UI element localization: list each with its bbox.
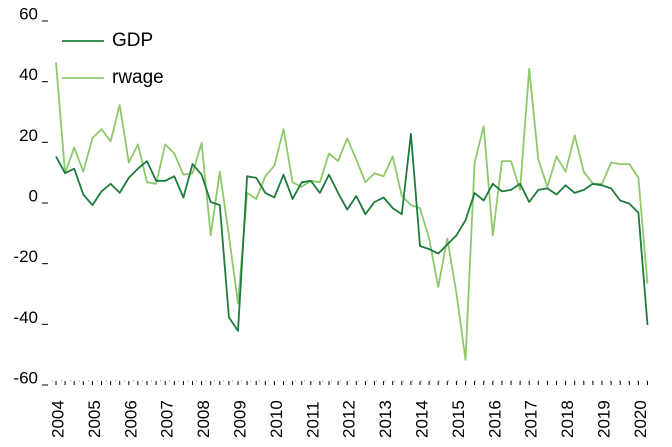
y-tick-label: 60 [19, 4, 38, 23]
series-line [55, 62, 649, 361]
x-tick-label: 2014 [412, 400, 431, 438]
x-tick-label: 2018 [558, 400, 577, 438]
x-tick-label: 2020 [631, 400, 650, 438]
x-tick-label: 2015 [449, 400, 468, 438]
x-tick-label: 2010 [267, 400, 286, 438]
x-tick-label: 2007 [158, 400, 177, 438]
y-tick-label: 0 [29, 186, 38, 205]
y-tick-label: 20 [19, 126, 38, 145]
legend-label: GDP [112, 30, 153, 51]
x-tick-label: 2012 [340, 400, 359, 438]
y-tick-label: -60 [13, 368, 38, 387]
x-tick-label: 2005 [85, 400, 104, 438]
x-tick-label: 2013 [376, 400, 395, 438]
x-tick-label: 2017 [522, 400, 541, 438]
x-tick-label: 2004 [48, 400, 67, 438]
x-tick-label: 2008 [194, 400, 213, 438]
y-tick-label: -40 [13, 308, 38, 327]
x-tick-label: 2019 [594, 400, 613, 438]
series-line [55, 132, 649, 332]
x-tick-label: 2016 [485, 400, 504, 438]
legend-label: rwage [112, 67, 164, 88]
x-tick-label: 2006 [121, 400, 140, 438]
y-tick-label: 40 [19, 65, 38, 84]
x-tick-label: 2011 [303, 401, 322, 438]
y-tick-label: -20 [13, 247, 38, 266]
x-tick-label: 2009 [230, 400, 249, 438]
